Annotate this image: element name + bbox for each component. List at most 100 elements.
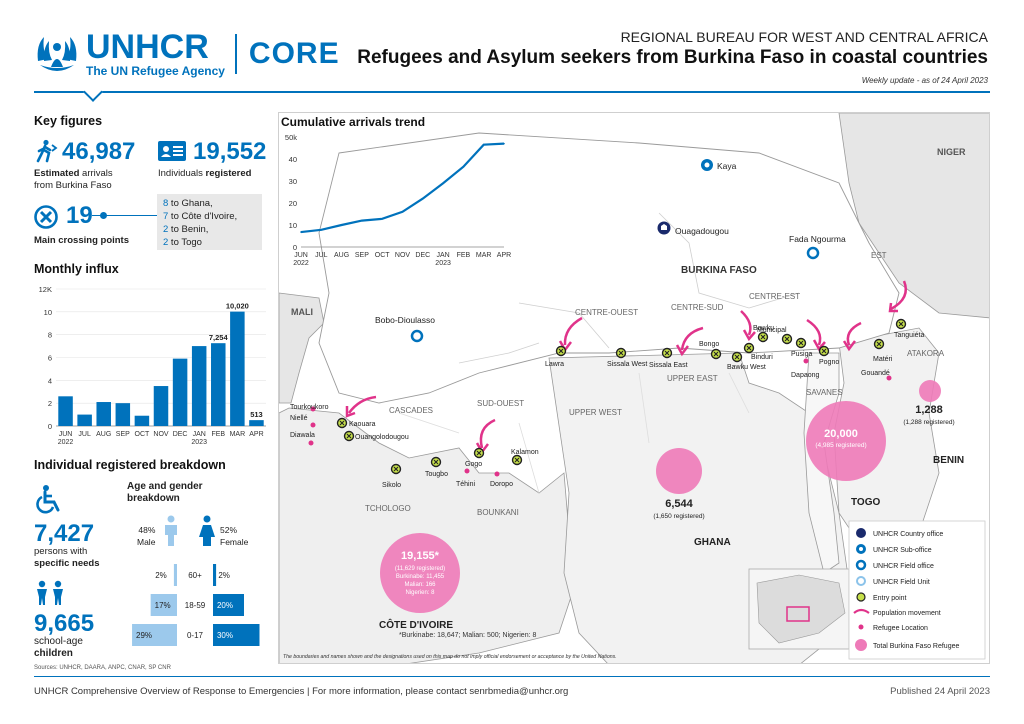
legend-field-unit: UNHCR Field Unit <box>856 576 930 586</box>
legend-country-office: UNHCR Country office <box>856 528 943 538</box>
svg-text:(1,650 registered): (1,650 registered) <box>653 513 704 520</box>
entry-municipal: Municipal <box>757 327 793 345</box>
bar-data-label: 10,020 <box>226 302 249 311</box>
logo-text: UNHCR The UN Refugee Agency <box>86 30 225 77</box>
update-date: Weekly update - as of 24 April 2023 <box>861 76 988 85</box>
line-x-tick: FEB <box>457 252 471 259</box>
cumulative-point <box>422 197 424 200</box>
bar-x-tick: JUL <box>78 431 91 438</box>
pyramid-female-value: 30% <box>217 631 233 640</box>
entry-bawku-west: Bawku West <box>727 351 766 371</box>
influx-bar <box>58 396 73 426</box>
svg-text:Malian: 166: Malian: 166 <box>404 582 436 588</box>
svg-text:(1,288 registered): (1,288 registered) <box>903 419 954 426</box>
school-age-value: 9,665 <box>34 610 95 637</box>
region-centre-ouest: CENTRE-OUEST <box>575 308 638 317</box>
svg-text:Diawala: Diawala <box>290 432 315 439</box>
svg-text:Gogo: Gogo <box>465 461 482 468</box>
svg-text:Kalamon: Kalamon <box>511 449 539 456</box>
refugee-tourkoukoro: Tourkoukoro <box>290 404 329 412</box>
benin-total-circle: 1,288 (1,288 registered) <box>903 380 955 426</box>
svg-text:UNHCR Field Unit: UNHCR Field Unit <box>873 579 930 586</box>
pyramid-female-bar <box>213 624 260 646</box>
cumulative-arrivals-chart: 0 10 20 30 40 50k JUN JUL AUG SEP OCT NOV DEC JAN FEB M… <box>285 133 511 267</box>
bar-x-tick: DEC <box>173 431 188 438</box>
bar-x-tick: JUN <box>59 431 73 438</box>
entry-pusiga: Pusiga <box>791 337 813 358</box>
entry-sissala-east: Sissala East <box>649 347 688 369</box>
bar-y-tick: 2 <box>48 399 52 408</box>
line-x-tick: AUG <box>334 252 349 259</box>
published-date: Published 24 April 2023 <box>890 686 990 697</box>
refugee-nielle: Niellé <box>290 415 316 428</box>
line-x-tick: OCT <box>375 252 391 259</box>
cumulative-point <box>503 142 505 145</box>
ci-total-circle: 19,155* (11,629 registered) Burkinabe: 1… <box>380 533 460 613</box>
connector-line <box>92 215 158 216</box>
id-card-icon <box>158 141 186 161</box>
male-label: 48% Male <box>137 525 156 547</box>
map-disclaimer: The boundaries and names shown and the d… <box>283 654 617 660</box>
influx-bar <box>230 311 245 426</box>
cumulative-chart-title: Cumulative arrivals trend <box>281 115 426 129</box>
pyramid-male-value: 17% <box>155 601 171 610</box>
cumulative-point <box>340 224 343 226</box>
map-label-cote-divoire: CÔTE D'IVOIRE <box>379 618 453 631</box>
office-fada-ngourma: Fada Ngourma <box>789 234 846 260</box>
entry-materi: Matéri <box>873 338 893 363</box>
bar-y-tick: 12K <box>39 285 52 294</box>
bar-y-tick: 0 <box>48 422 52 431</box>
svg-text:UNHCR Sub-office: UNHCR Sub-office <box>873 547 932 554</box>
logo-separator <box>234 33 237 74</box>
registered-label: Individuals registered <box>158 168 251 180</box>
refugee-doropo: Doropo <box>490 471 513 488</box>
bar-year-label: 2022 <box>58 439 74 446</box>
arrivals-value: 46,987 <box>62 138 136 165</box>
cumulative-point <box>361 219 363 222</box>
pyramid-age-group: 18-59 <box>185 601 206 610</box>
line-y-tick: 40 <box>289 155 297 164</box>
line-x-tick: DEC <box>415 252 430 259</box>
crossing-breakdown: 8 to Ghana, 7 to Côte d'Ivoire, 2 to Ben… <box>157 194 262 250</box>
male-icon <box>165 515 177 546</box>
map-label-togo: TOGO <box>851 497 880 508</box>
crossing-row: 7 to Côte d'Ivoire, <box>163 211 238 222</box>
svg-text:Fada Ngourma: Fada Ngourma <box>789 234 846 244</box>
registered-value: 19,552 <box>193 138 267 165</box>
svg-text:Ouagadougou: Ouagadougou <box>675 226 729 236</box>
cumulative-point <box>401 211 404 213</box>
entry-points: Lawra Sissala West Sissala East Bongo Ba… <box>336 318 924 489</box>
bar-x-tick: APR <box>249 431 263 438</box>
bar-x-tick: OCT <box>135 431 151 438</box>
entry-bongo: Bongo <box>699 341 722 360</box>
footer-core: UNHCR Comprehensive Overview of Response… <box>34 686 305 697</box>
svg-text:Binduri: Binduri <box>751 354 773 361</box>
region-atakora: ATAKORA <box>907 349 945 358</box>
influx-bar <box>191 346 207 426</box>
region-sud-ouest: SUD-OUEST <box>477 399 524 408</box>
unhcr-emblem-icon <box>37 36 77 71</box>
influx-bar <box>249 420 264 426</box>
svg-text:Kaouara: Kaouara <box>349 421 376 428</box>
bar-x-tick: JAN <box>193 431 206 438</box>
svg-text:1,288: 1,288 <box>915 404 943 416</box>
svg-text:Téhini: Téhini <box>456 481 476 488</box>
pyramid-age-group: 60+ <box>188 571 202 580</box>
pyramid-female-bar <box>213 594 244 616</box>
influx-bar <box>153 386 169 426</box>
svg-text:Population movement: Population movement <box>873 610 941 617</box>
line-year-label: 2022 <box>293 260 309 267</box>
entry-sissala-west: Sissala West <box>607 347 647 368</box>
pyramid-male-bar <box>150 594 177 616</box>
svg-text:Municipal: Municipal <box>757 327 787 334</box>
influx-bar <box>115 403 131 426</box>
entry-lawra: Lawra <box>545 345 567 368</box>
specific-needs-label: persons with specific needs <box>34 546 100 569</box>
arrivals-label-2: from Burkina Faso <box>34 180 112 191</box>
ghana-total-circle: 6,544 (1,650 registered) <box>653 448 705 520</box>
svg-text:20,000: 20,000 <box>824 428 858 440</box>
svg-text:Sissala West: Sissala West <box>607 361 647 368</box>
crossing-point-icon <box>34 205 58 229</box>
monthly-influx-chart: 0 2 4 6 8 10 12K JUN JUL AUG SEP OCT NOV DEC JAN 7,254 F… <box>39 285 266 446</box>
legend-entry-point: Entry point <box>856 592 907 602</box>
